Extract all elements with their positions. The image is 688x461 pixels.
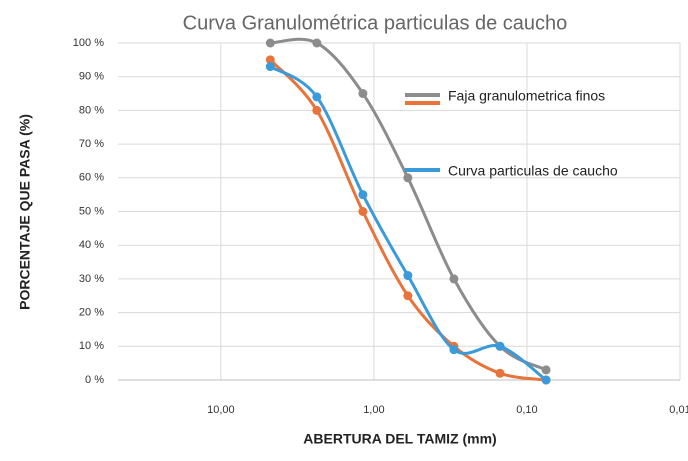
data-point [541, 365, 551, 375]
data-point [358, 207, 368, 216]
data-point [312, 92, 322, 102]
y-tick-label: 80 % [79, 104, 104, 116]
y-tick-label: 30 % [79, 273, 104, 285]
data-point [495, 341, 505, 351]
data-point [312, 38, 322, 48]
y-tick-label: 90 % [79, 71, 104, 83]
y-tick-label: 0 % [85, 374, 104, 386]
y-tick-label: 70 % [79, 138, 104, 150]
data-point [541, 375, 551, 385]
x-axis-label: ABERTURA DEL TAMIZ (mm) [303, 431, 496, 447]
legend-label: Faja granulometrica finos [448, 88, 605, 104]
data-point [358, 89, 368, 99]
data-point [358, 190, 368, 200]
y-tick-label: 50 % [79, 205, 104, 217]
data-point [265, 55, 275, 65]
y-tick-label: 20 % [79, 307, 104, 319]
y-axis-label: PORCENTAJE QUE PASA (%) [17, 114, 33, 310]
x-tick-label: 10,00 [207, 404, 235, 416]
chart-title: Curva Granulométrica particulas de cauch… [183, 12, 568, 34]
data-point [495, 368, 505, 378]
data-point [312, 105, 322, 115]
y-tick-label: 60 % [79, 172, 104, 184]
series-line [269, 58, 547, 382]
x-tick-label: 0,10 [516, 404, 537, 416]
x-tick-label: 1,00 [363, 404, 384, 416]
data-point [403, 173, 413, 183]
y-tick-label: 10 % [79, 340, 104, 352]
data-point [449, 274, 459, 284]
series-line [269, 65, 547, 382]
data-point [403, 291, 413, 301]
x-tick-label: 0,01 [669, 404, 688, 416]
data-point [403, 271, 413, 281]
data-point [449, 345, 459, 355]
y-tick-label: 40 % [79, 239, 104, 251]
y-tick-label: 100 % [73, 37, 104, 49]
data-point [265, 62, 275, 72]
data-point [265, 38, 275, 48]
legend-label: Curva particulas de caucho [448, 163, 618, 179]
